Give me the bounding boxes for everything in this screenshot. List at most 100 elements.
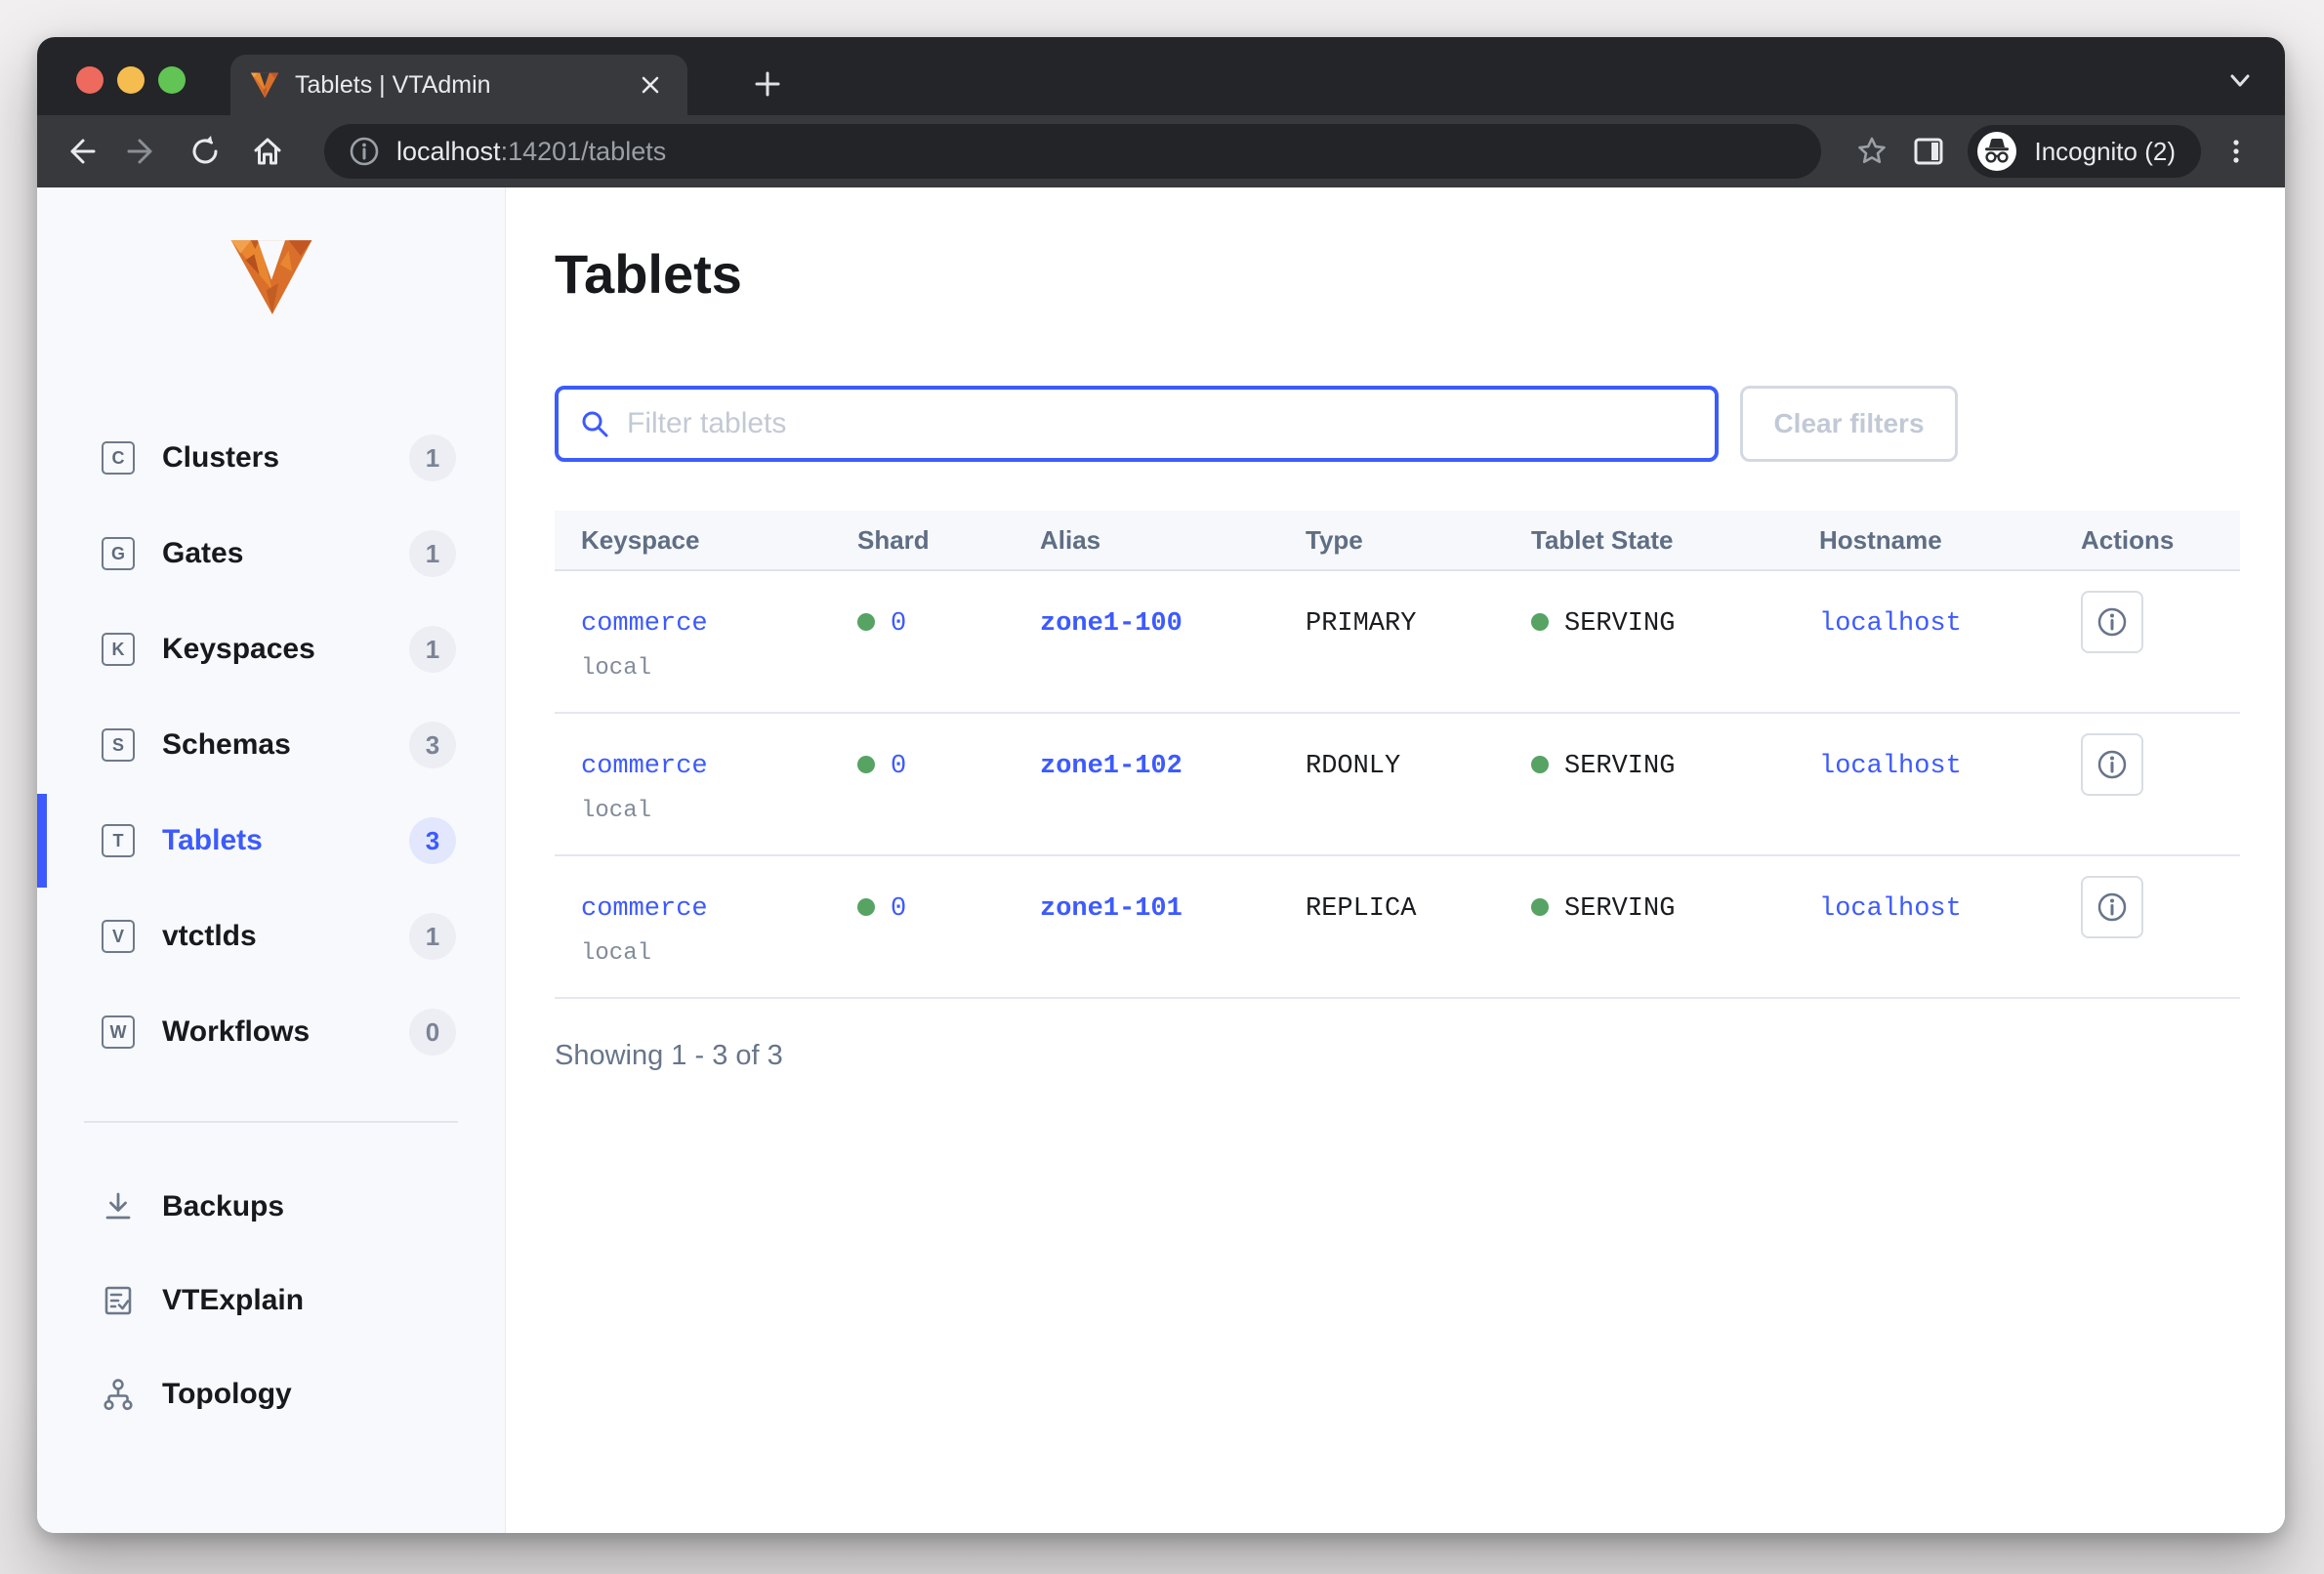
tablet-info-button[interactable] [2081, 591, 2143, 653]
sidebar-item-clusters[interactable]: C Clusters 1 [37, 410, 505, 506]
sidebar-item-keyspaces[interactable]: K Keyspaces 1 [37, 601, 505, 697]
count-badge: 1 [409, 435, 456, 481]
alias-cell: zone1-100 [1014, 571, 1279, 712]
keyspace-cell: commerce local [555, 571, 831, 712]
sidebar-item-label: Tablets [162, 824, 263, 856]
tablet-state-label: SERVING [1564, 752, 1676, 781]
hostname-cell: localhost [1793, 856, 2054, 997]
keyspace-link[interactable]: commerce [581, 894, 708, 924]
count-badge: 0 [409, 1009, 456, 1056]
keyspace-link[interactable]: commerce [581, 752, 708, 781]
vitess-favicon-icon [250, 72, 279, 99]
sidebar-item-label: Keyspaces [162, 633, 315, 665]
filter-tablets-input[interactable] [627, 407, 1695, 440]
shard-cell: 0 [831, 856, 1014, 997]
main-panel: Tablets Clear filters Keyspace Sh [506, 187, 2285, 1533]
type-cell: REPLICA [1306, 894, 1417, 924]
browser-toolbar: localhost:14201/tablets I [37, 115, 2285, 187]
column-header-shard: Shard [857, 524, 930, 555]
keyspaces-icon: K [102, 633, 135, 666]
shard-cell: 0 [831, 714, 1014, 854]
alias-link[interactable]: zone1-100 [1040, 609, 1183, 639]
column-header-keyspace: Keyspace [581, 524, 700, 555]
sidebar-item-label: vtctlds [162, 920, 257, 952]
actions-cell [2054, 714, 2240, 854]
sidebar-item-vtexplain[interactable]: VTExplain [37, 1254, 505, 1347]
alias-link[interactable]: zone1-102 [1040, 752, 1183, 781]
window-controls [76, 66, 186, 94]
shard-cell: 0 [831, 571, 1014, 712]
tablet-state-label: SERVING [1564, 894, 1676, 924]
tablet-info-button[interactable] [2081, 876, 2143, 938]
sidebar-item-label: Schemas [162, 728, 291, 761]
tab-close-icon[interactable] [633, 67, 668, 103]
shard-link[interactable]: 0 [891, 609, 907, 639]
incognito-label: Incognito (2) [2034, 136, 2176, 166]
download-icon [100, 1188, 137, 1225]
table-row: commerce local 0 zone1-101 REPLICA SERVI… [555, 856, 2240, 999]
filter-row: Clear filters [555, 386, 2240, 462]
tab-search-chevron-icon[interactable] [2219, 59, 2262, 102]
keyspace-link[interactable]: commerce [581, 609, 708, 639]
schemas-icon: S [102, 728, 135, 762]
alias-cell: zone1-101 [1014, 856, 1279, 997]
column-header-type: Type [1306, 524, 1363, 555]
tablet-state-cell: SERVING [1505, 571, 1793, 712]
sidebar-item-tablets[interactable]: T Tablets 3 [37, 793, 505, 889]
sidebar-nav: C Clusters 1 G Gates 1 K Keyspaces 1 S S… [37, 410, 505, 1080]
browser-tab[interactable]: Tablets | VTAdmin [230, 55, 687, 115]
browser-window: Tablets | VTAdmin [37, 37, 2285, 1533]
tablets-icon: T [102, 824, 135, 857]
zoom-window-button[interactable] [158, 66, 186, 94]
sidebar-item-topology[interactable]: Topology [37, 1347, 505, 1441]
sidebar-item-vtctlds[interactable]: V vtctlds 1 [37, 889, 505, 984]
site-info-icon[interactable] [348, 135, 381, 168]
cluster-label: local [581, 655, 652, 682]
cluster-label: local [581, 940, 652, 967]
sidebar-item-gates[interactable]: G Gates 1 [37, 506, 505, 601]
sidebar-item-label: Topology [162, 1378, 292, 1410]
sidebar-item-schemas[interactable]: S Schemas 3 [37, 697, 505, 793]
sidebar-item-backups[interactable]: Backups [37, 1160, 505, 1254]
sidebar-item-label: Clusters [162, 441, 280, 474]
sidebar-item-label: Backups [162, 1190, 285, 1222]
clusters-icon: C [102, 441, 135, 475]
gates-icon: G [102, 537, 135, 570]
home-button[interactable] [246, 130, 289, 173]
address-bar[interactable]: localhost:14201/tablets [324, 124, 1822, 179]
alias-link[interactable]: zone1-101 [1040, 894, 1183, 924]
hostname-link[interactable]: localhost [1819, 894, 1962, 924]
sidebar-item-label: Workflows [162, 1015, 311, 1048]
alias-cell: zone1-102 [1014, 714, 1279, 854]
table-row: commerce local 0 zone1-102 RDONLY SERVIN… [555, 714, 2240, 856]
browser-menu-icon[interactable] [2215, 130, 2258, 173]
forward-button[interactable] [121, 130, 164, 173]
shard-link[interactable]: 0 [891, 752, 907, 781]
tablet-state-cell: SERVING [1505, 714, 1793, 854]
back-button[interactable] [59, 130, 102, 173]
side-panel-icon[interactable] [1907, 130, 1950, 173]
hostname-link[interactable]: localhost [1819, 752, 1962, 781]
tablet-info-button[interactable] [2081, 733, 2143, 796]
column-header-alias: Alias [1040, 524, 1101, 555]
table-header: Keyspace Shard Alias Type Tablet State H… [555, 511, 2240, 571]
type-cell: PRIMARY [1306, 609, 1417, 639]
hostname-link[interactable]: localhost [1819, 609, 1962, 639]
shard-status-dot [857, 898, 875, 916]
url-host: localhost [396, 136, 501, 166]
new-tab-button[interactable] [746, 62, 789, 105]
shard-link[interactable]: 0 [891, 894, 907, 924]
results-summary: Showing 1 - 3 of 3 [555, 1040, 783, 1071]
bookmark-star-icon[interactable] [1850, 130, 1893, 173]
column-header-hostname: Hostname [1819, 524, 1942, 555]
clear-filters-button[interactable]: Clear filters [1740, 386, 1958, 462]
reload-button[interactable] [184, 130, 227, 173]
sidebar-item-workflows[interactable]: W Workflows 0 [37, 984, 505, 1080]
column-header-actions: Actions [2081, 524, 2175, 555]
table-row: commerce local 0 zone1-100 PRIMARY SERVI… [555, 571, 2240, 714]
tab-strip: Tablets | VTAdmin [37, 37, 2285, 115]
page-title: Tablets [555, 243, 742, 305]
minimize-window-button[interactable] [117, 66, 145, 94]
close-window-button[interactable] [76, 66, 104, 94]
serving-status-dot [1531, 613, 1549, 631]
